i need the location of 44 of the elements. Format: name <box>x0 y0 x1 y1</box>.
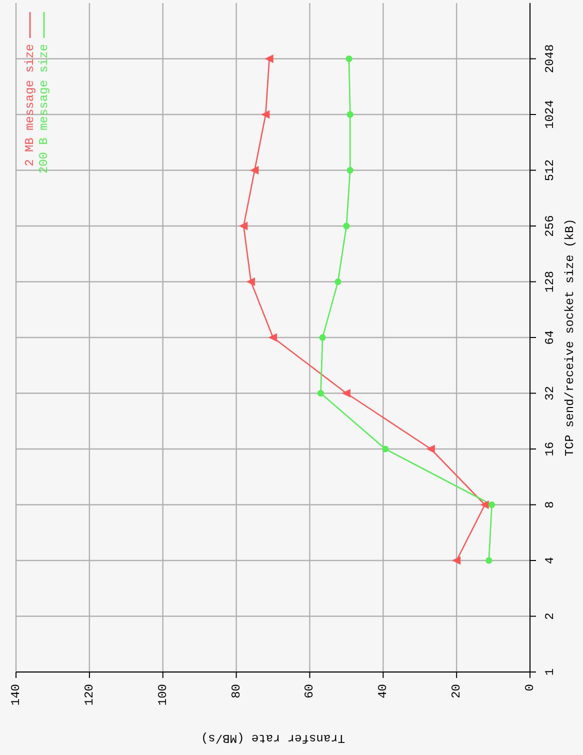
y-tick-label: 2 <box>543 612 557 620</box>
x-tick-label: 80 <box>229 684 244 698</box>
point <box>480 500 489 509</box>
y-tick-label: 2048 <box>543 44 557 74</box>
point <box>488 501 496 508</box>
x-tick-label: 0 <box>523 684 537 692</box>
point <box>346 111 354 118</box>
legend-label: 200 B message size <box>37 44 51 174</box>
y-tick-label: 1 <box>543 668 557 676</box>
y-tick-label: 32 <box>543 386 557 400</box>
x-tick-label: 100 <box>156 684 170 706</box>
y-tick-label: 64 <box>543 330 557 345</box>
point <box>265 54 274 63</box>
y-tick-label: 4 <box>543 556 557 564</box>
point <box>269 334 277 342</box>
y-tick-label: 128 <box>543 270 557 293</box>
point <box>240 222 248 230</box>
x-tick-label: 60 <box>302 684 317 698</box>
point <box>486 557 492 564</box>
x-tick-label: 120 <box>82 684 96 706</box>
y-tick-label: 16 <box>543 442 557 456</box>
x-tick-label: 20 <box>450 684 464 698</box>
point <box>346 166 354 174</box>
x-axis-title: Transfer rate (MB/s) <box>200 731 346 745</box>
y-tick-label: 512 <box>543 159 557 182</box>
point <box>426 445 435 453</box>
y-tick-label: 8 <box>543 501 557 508</box>
point <box>319 334 326 341</box>
point <box>346 55 352 62</box>
point <box>382 446 389 452</box>
point <box>343 222 350 230</box>
point <box>342 389 350 398</box>
point <box>334 278 342 286</box>
point <box>262 110 270 118</box>
point <box>250 166 259 174</box>
point <box>246 278 255 286</box>
y-axis-title: TCP send/receive socket size (kB) <box>563 218 577 456</box>
x-tick-label: 140 <box>9 684 23 706</box>
legend-label: 2 MB message size <box>23 44 37 166</box>
y-tick-label: 1024 <box>543 100 557 129</box>
point <box>317 390 324 397</box>
y-tick-label: 256 <box>543 215 557 237</box>
point <box>452 556 461 564</box>
x-tick-label: 40 <box>376 684 390 698</box>
